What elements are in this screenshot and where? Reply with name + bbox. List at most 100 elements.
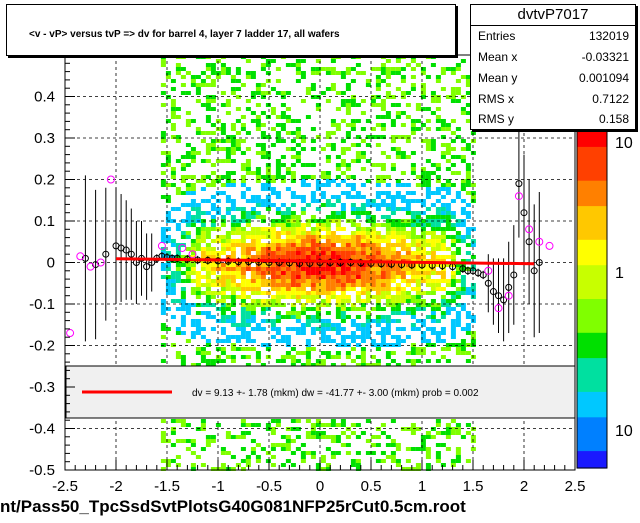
heatmap-cell [290, 419, 296, 423]
heatmap-cell [445, 167, 451, 171]
heatmap-cell [375, 303, 381, 307]
profile-alt-point [504, 291, 513, 300]
heatmap-cell [415, 107, 421, 111]
heatmap-cell [305, 435, 311, 439]
heatmap-cell [410, 323, 416, 327]
heatmap-cell [390, 103, 396, 107]
heatmap-cell [265, 271, 271, 275]
heatmap-cell [280, 283, 286, 287]
heatmap-cell [210, 83, 216, 87]
heatmap-cell [430, 111, 436, 115]
heatmap-cell [240, 231, 246, 235]
heatmap-cell [320, 335, 326, 339]
heatmap-cell [175, 299, 181, 303]
heatmap-cell [305, 307, 311, 311]
heatmap-cell [435, 459, 441, 463]
heatmap-cell [300, 199, 306, 203]
heatmap-cell [200, 447, 206, 451]
heatmap-cell [200, 335, 206, 339]
heatmap-cell [175, 455, 181, 459]
heatmap-cell [360, 431, 366, 435]
heatmap-cell [260, 67, 266, 71]
heatmap-cell [350, 431, 356, 435]
heatmap-cell [210, 255, 216, 259]
heatmap-cell [275, 319, 281, 323]
heatmap-cell [205, 55, 211, 59]
heatmap-cell [175, 263, 181, 267]
heatmap-cell [225, 147, 231, 151]
heatmap-cell [405, 335, 411, 339]
heatmap-cell [185, 175, 191, 179]
heatmap-cell [375, 315, 381, 319]
heatmap-cell [165, 195, 171, 199]
heatmap-cell [250, 451, 256, 455]
heatmap-cell [165, 163, 171, 167]
heatmap-cell [255, 167, 261, 171]
heatmap-cell [190, 215, 196, 219]
heatmap-cell [205, 67, 211, 71]
heatmap-cell [255, 151, 261, 155]
heatmap-cell [265, 175, 271, 179]
heatmap-cell [305, 299, 311, 303]
heatmap-cell [335, 323, 341, 327]
heatmap-cell [295, 327, 301, 331]
heatmap-cell [375, 427, 381, 431]
heatmap-cell [430, 231, 436, 235]
heatmap-cell [335, 199, 341, 203]
heatmap-cell [200, 247, 206, 251]
heatmap-cell [245, 303, 251, 307]
heatmap-cell [255, 239, 261, 243]
heatmap-cell [280, 111, 286, 115]
heatmap-cell [230, 467, 236, 471]
heatmap-cell [275, 239, 281, 243]
heatmap-cell [160, 459, 166, 463]
heatmap-cell [260, 319, 266, 323]
heatmap-cell [290, 191, 296, 195]
heatmap-cell [190, 463, 196, 467]
heatmap-cell [285, 167, 291, 171]
heatmap-cell [440, 239, 446, 243]
heatmap-cell [285, 279, 291, 283]
heatmap-cell [210, 171, 216, 175]
heatmap-cell [310, 243, 316, 247]
heatmap-cell [350, 283, 356, 287]
heatmap-cell [315, 295, 321, 299]
heatmap-cell [365, 143, 371, 147]
heatmap-cell [435, 307, 441, 311]
heatmap-cell [270, 319, 276, 323]
heatmap-cell [290, 307, 296, 311]
heatmap-cell [345, 83, 351, 87]
heatmap-cell [285, 211, 291, 215]
heatmap-cell [290, 279, 296, 283]
heatmap-cell [465, 431, 471, 435]
heatmap-cell [270, 431, 276, 435]
heatmap-cell [205, 227, 211, 231]
heatmap-cell [340, 271, 346, 275]
heatmap-cell [305, 291, 311, 295]
heatmap-cell [295, 79, 301, 83]
heatmap-cell [425, 55, 431, 59]
heatmap-cell [225, 171, 231, 175]
heatmap-cell [335, 107, 341, 111]
heatmap-cell [340, 291, 346, 295]
heatmap-cell [185, 247, 191, 251]
heatmap-cell [305, 315, 311, 319]
heatmap-cell [330, 283, 336, 287]
heatmap-cell [260, 267, 266, 271]
heatmap-cell [355, 267, 361, 271]
heatmap-cell [370, 67, 376, 71]
heatmap-cell [315, 235, 321, 239]
heatmap-cell [300, 247, 306, 251]
heatmap-cell [180, 359, 186, 363]
heatmap-cell [260, 447, 266, 451]
heatmap-cell [325, 131, 331, 135]
heatmap-cell [310, 239, 316, 243]
color-bar-cell [577, 239, 607, 249]
heatmap-cell [325, 463, 331, 467]
heatmap-cell [380, 103, 386, 107]
heatmap-cell [425, 215, 431, 219]
heatmap-cell [295, 223, 301, 227]
heatmap-cell [330, 243, 336, 247]
heatmap-cell [165, 279, 171, 283]
heatmap-cell [230, 299, 236, 303]
